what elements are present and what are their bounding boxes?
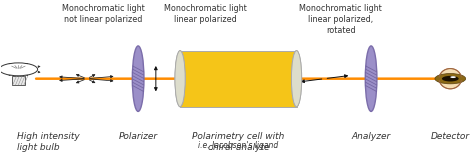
Text: High intensity
light bulb: High intensity light bulb (17, 132, 80, 152)
Bar (180, 51, 297, 107)
Circle shape (442, 76, 459, 82)
Text: Detector: Detector (431, 132, 470, 141)
Ellipse shape (132, 46, 144, 111)
Bar (12, 76, 25, 85)
Ellipse shape (175, 51, 185, 107)
Text: Polarimetry cell with
chiral analyte: Polarimetry cell with chiral analyte (192, 132, 284, 152)
Circle shape (435, 73, 465, 84)
Text: Monochromatic light
not linear polarized: Monochromatic light not linear polarized (62, 4, 145, 24)
Text: Analyzer: Analyzer (351, 132, 391, 141)
Ellipse shape (439, 69, 462, 89)
Text: Monochromatic light
linear polarized: Monochromatic light linear polarized (164, 4, 247, 24)
Ellipse shape (365, 46, 377, 111)
Ellipse shape (292, 51, 301, 107)
Ellipse shape (175, 51, 185, 107)
Ellipse shape (292, 51, 301, 107)
Text: i.e. Jacobsen's ligand: i.e. Jacobsen's ligand (198, 141, 278, 150)
Text: Polarizer: Polarizer (118, 132, 158, 141)
Text: Monochromatic light
linear polarized,
rotated: Monochromatic light linear polarized, ro… (300, 4, 382, 35)
Circle shape (0, 63, 37, 76)
Circle shape (450, 76, 456, 78)
